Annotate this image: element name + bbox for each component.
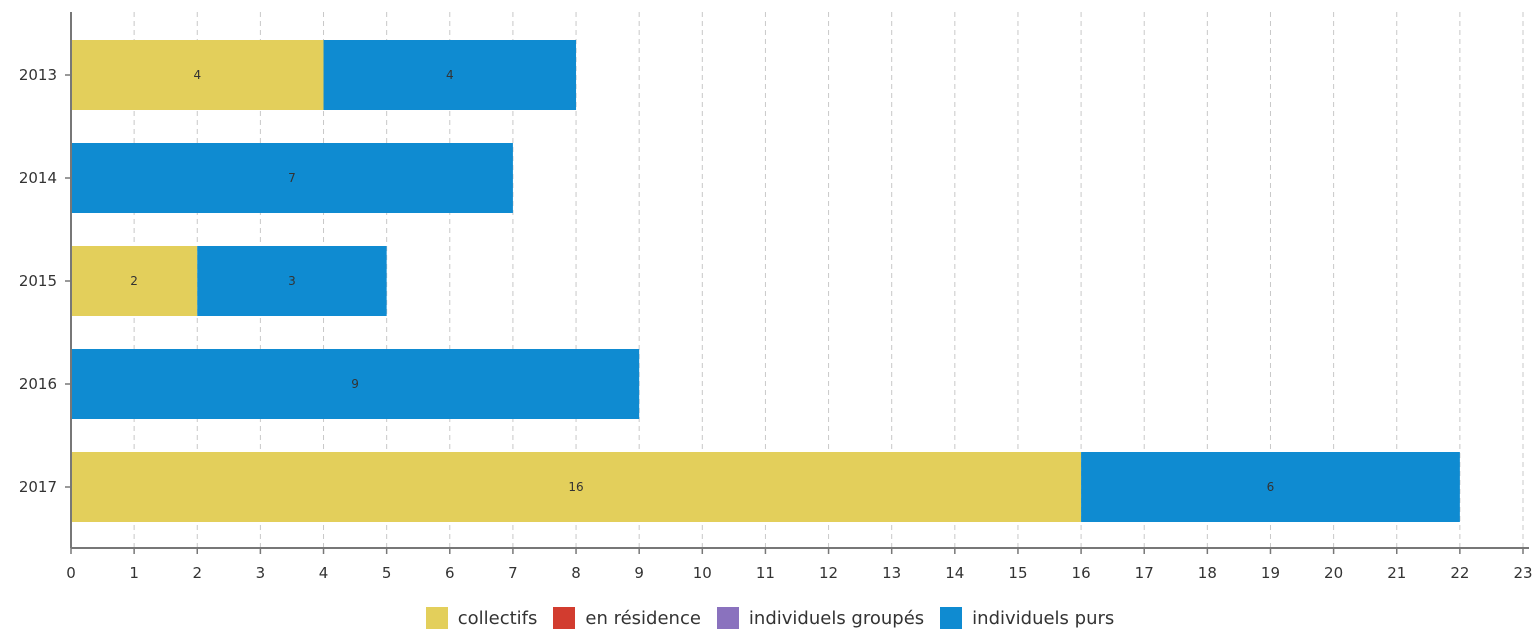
data-label: 9 [351,377,359,391]
legend-swatch [940,607,963,629]
bar-segment [71,246,198,316]
legend-label: individuels groupés [748,607,925,629]
legend-item: individuels purs [940,607,1114,629]
y-tick-label: 2013 [19,66,57,84]
x-tick-label: 2 [192,564,202,582]
y-tick-label: 2017 [19,478,57,496]
x-tick-label: 12 [819,564,838,582]
bar-segment [71,40,324,110]
x-tick-label: 18 [1198,564,1217,582]
axes [70,12,1529,549]
legend-swatch [425,607,448,629]
data-label: 4 [193,68,201,82]
x-axis-ticks: 0 1 2 3 4 5 6 7 8 9 10 11 12 13 14 15 16 17 18 19 20 21 22 23 [66,548,1533,582]
legend-label: collectifs [457,607,538,629]
x-tick-label: 5 [382,564,392,582]
data-label: 16 [568,480,583,494]
x-tick-label: 16 [1072,564,1091,582]
legend-label: individuels purs [972,607,1115,629]
data-label: 7 [288,171,296,185]
data-label: 2 [130,274,138,288]
legend-label: en résidence [585,607,701,629]
y-tick-label: 2015 [19,272,57,290]
bar-segment [71,452,1082,522]
x-tick-label: 10 [693,564,712,582]
x-tick-label: 0 [66,564,76,582]
legend-swatch [716,607,739,629]
x-tick-label: 14 [945,564,964,582]
x-tick-label: 4 [319,564,329,582]
x-tick-label: 7 [508,564,518,582]
bars: 4 4 7 2 3 9 16 6 [71,40,1460,522]
data-label: 3 [288,274,296,288]
legend-item: individuels groupés [716,607,925,629]
x-tick-label: 19 [1261,564,1280,582]
bar-segment [323,40,577,110]
y-tick-label: 2016 [19,375,57,393]
x-tick-label: 3 [256,564,266,582]
x-tick-label: 23 [1513,564,1532,582]
x-tick-label: 17 [1135,564,1154,582]
x-tick-label: 11 [756,564,775,582]
legend-item: en résidence [553,607,701,629]
bar-segment [197,246,387,316]
x-tick-label: 6 [445,564,455,582]
x-tick-label: 15 [1008,564,1027,582]
legend-swatch [553,607,576,629]
legend-item: collectifs [425,607,538,629]
x-tick-label: 8 [571,564,581,582]
data-label: 4 [446,68,454,82]
bar-segment [71,349,640,419]
y-tick-label: 2014 [19,169,57,187]
x-tick-label: 9 [634,564,644,582]
x-tick-label: 20 [1324,564,1343,582]
data-label: 6 [1267,480,1275,494]
x-tick-label: 1 [129,564,139,582]
bar-segment [1081,452,1460,522]
x-tick-label: 21 [1387,564,1406,582]
legend: collectifs en résidence individuels groupé… [0,604,1540,632]
x-tick-label: 22 [1450,564,1469,582]
y-axis-ticks: 2013 2014 2015 2016 2017 [19,66,71,496]
x-tick-label: 13 [882,564,901,582]
bar-segment [71,143,513,213]
